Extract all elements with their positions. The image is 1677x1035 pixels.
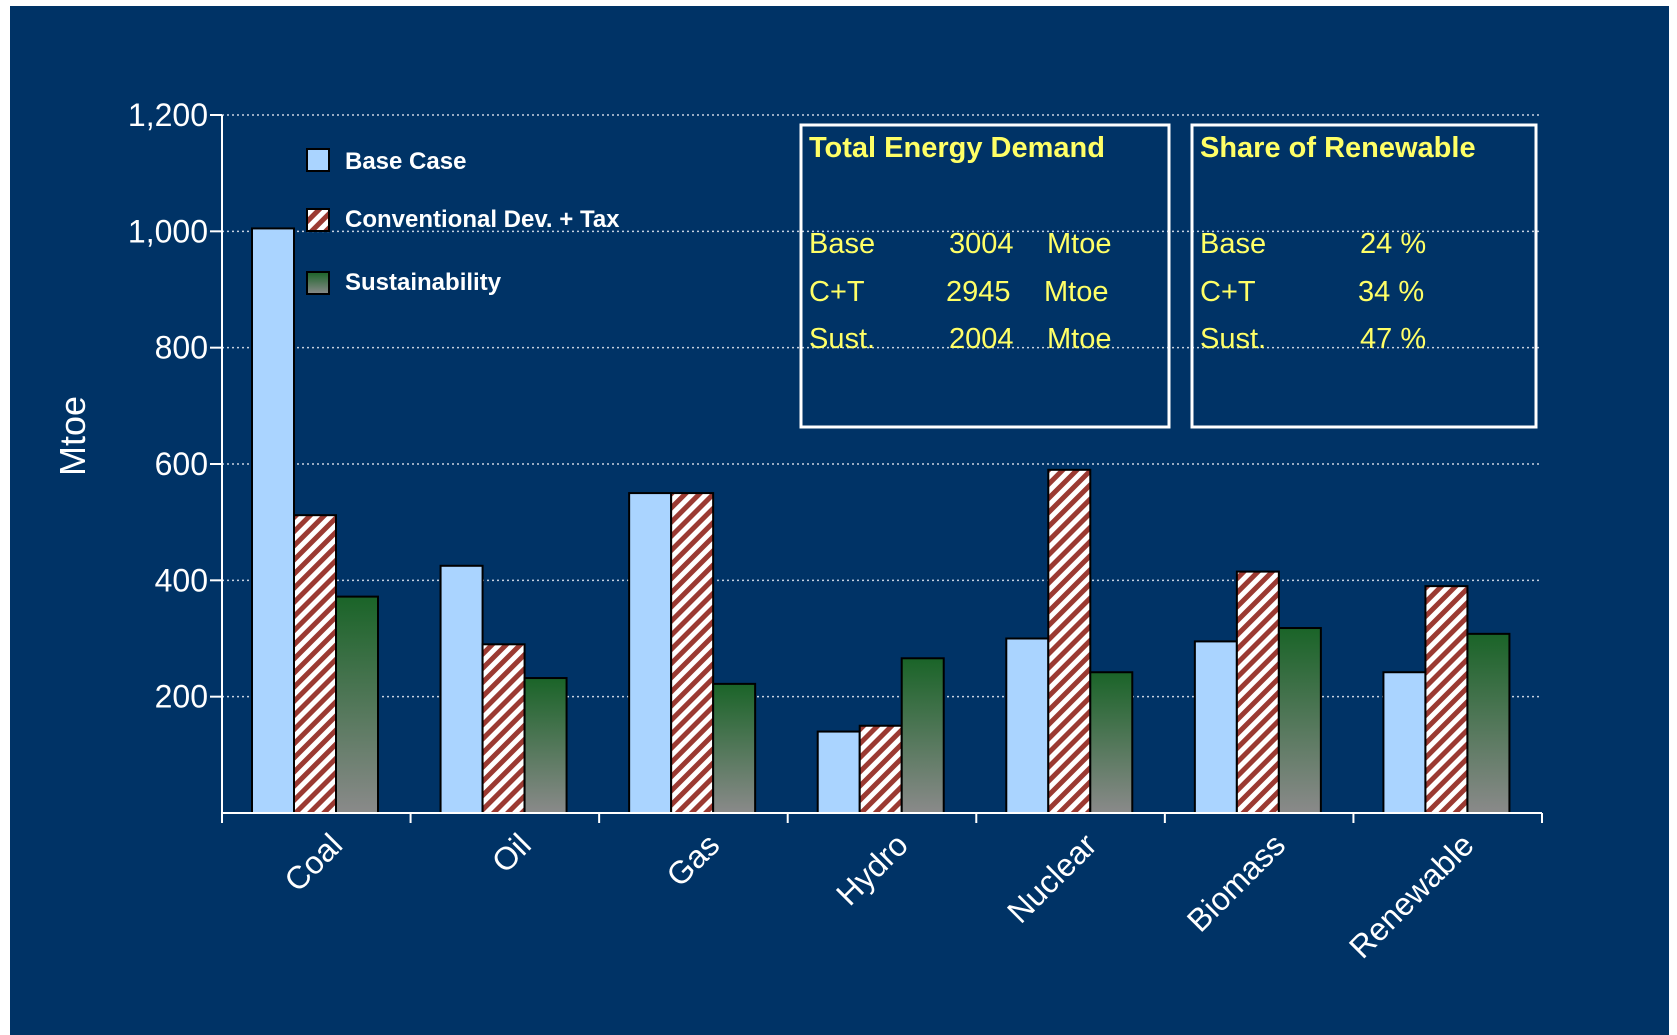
x-tick-label: Oil [485,826,538,879]
bar-gas-series-2 [670,492,715,814]
legend-swatch-conventional [306,208,330,232]
bar-biomass-series-2 [1235,570,1280,814]
share-row-value: 24 % [1360,228,1426,260]
share-of-renewable-border [1190,123,1538,429]
demand-row-label: Sust. [809,323,875,355]
share-row-value: 47 % [1360,323,1426,355]
x-tick-label: Nuclear [1000,826,1104,930]
total-energy-demand-border [799,123,1171,429]
bar-hydro-series-1 [816,730,861,814]
demand-row-value: 2004 [949,323,1014,355]
chart-frame: 200 400 600 800 1,000 1,200 Coal Oil Gas Hydro Nu… [10,6,1669,1035]
legend-swatch-base-case [306,148,330,172]
bar-renewable-series-3 [1466,632,1511,815]
legend: Base Case Conventional Dev. + Tax Sustai… [306,148,620,296]
y-tick-label: 400 [155,562,208,598]
x-tick-labels: Coal Oil Gas Hydro Nuclear Biomass Renewable [277,826,1480,965]
legend-label-conventional: Conventional Dev. + Tax [345,206,620,233]
x-tick-label: Renewable [1342,826,1481,965]
y-tick-label: 800 [155,330,208,366]
y-axis-title: Mtoe [52,396,93,476]
bar-renewable-series-1 [1382,671,1427,815]
x-tick-label: Biomass [1180,826,1292,938]
demand-row-unit: Mtoe [1047,323,1111,355]
bar-renewable-series-2 [1424,585,1469,815]
x-tick-label: Hydro [829,826,915,912]
demand-row-value: 2945 [946,276,1011,308]
y-tick-label: 1,000 [128,213,208,249]
demand-row-unit: Mtoe [1047,228,1111,260]
share-row-value: 34 % [1358,276,1424,308]
legend-label-sustainability: Sustainability [345,269,502,296]
bar-hydro-series-2 [858,724,903,814]
demand-row-label: Base [809,228,875,260]
share-row-label: Base [1200,228,1266,260]
share-of-renewable-title: Share of Renewable [1200,132,1476,164]
demand-row-label: C+T [809,276,865,308]
bar-nuclear-series-3 [1089,671,1134,815]
legend-label-base-case: Base Case [345,148,466,175]
y-tick-label: 1,200 [128,97,208,133]
bar-gas-series-3 [712,682,757,814]
bar-coal-series-3 [335,595,379,814]
bars [251,227,1511,815]
demand-row-value: 3004 [949,228,1014,260]
x-tick-label: Gas [659,826,726,893]
share-row-label: Sust. [1200,323,1266,355]
bar-coal-series-1 [251,227,295,815]
bar-chart: 200 400 600 800 1,000 1,200 Coal Oil Gas Hydro Nu… [52,97,1543,965]
x-tick-label: Coal [277,826,349,898]
share-of-renewable-box: Share of Renewable Base 24 % C+T 34 % Su… [1190,123,1538,429]
y-tick-labels: 200 400 600 800 1,000 1,200 [128,97,222,715]
y-tick-label: 600 [155,446,208,482]
total-energy-demand-box: Total Energy Demand Base 3004 Mtoe C+T 2… [799,123,1171,429]
y-tick-label: 200 [155,679,208,715]
bar-oil-series-3 [523,677,568,815]
legend-swatch-sustainability [306,271,330,295]
bar-hydro-series-3 [900,657,945,814]
bar-nuclear-series-2 [1047,468,1092,814]
demand-row-unit: Mtoe [1044,276,1108,308]
bar-biomass-series-1 [1193,640,1238,814]
bar-gas-series-1 [628,492,673,814]
total-energy-demand-title: Total Energy Demand [809,132,1105,164]
gridlines [222,114,1542,698]
bar-oil-series-1 [439,564,484,815]
bar-biomass-series-3 [1277,627,1322,815]
bar-nuclear-series-1 [1005,637,1050,814]
bar-oil-series-2 [481,643,526,814]
share-row-label: C+T [1200,276,1256,308]
bar-coal-series-2 [293,514,337,814]
